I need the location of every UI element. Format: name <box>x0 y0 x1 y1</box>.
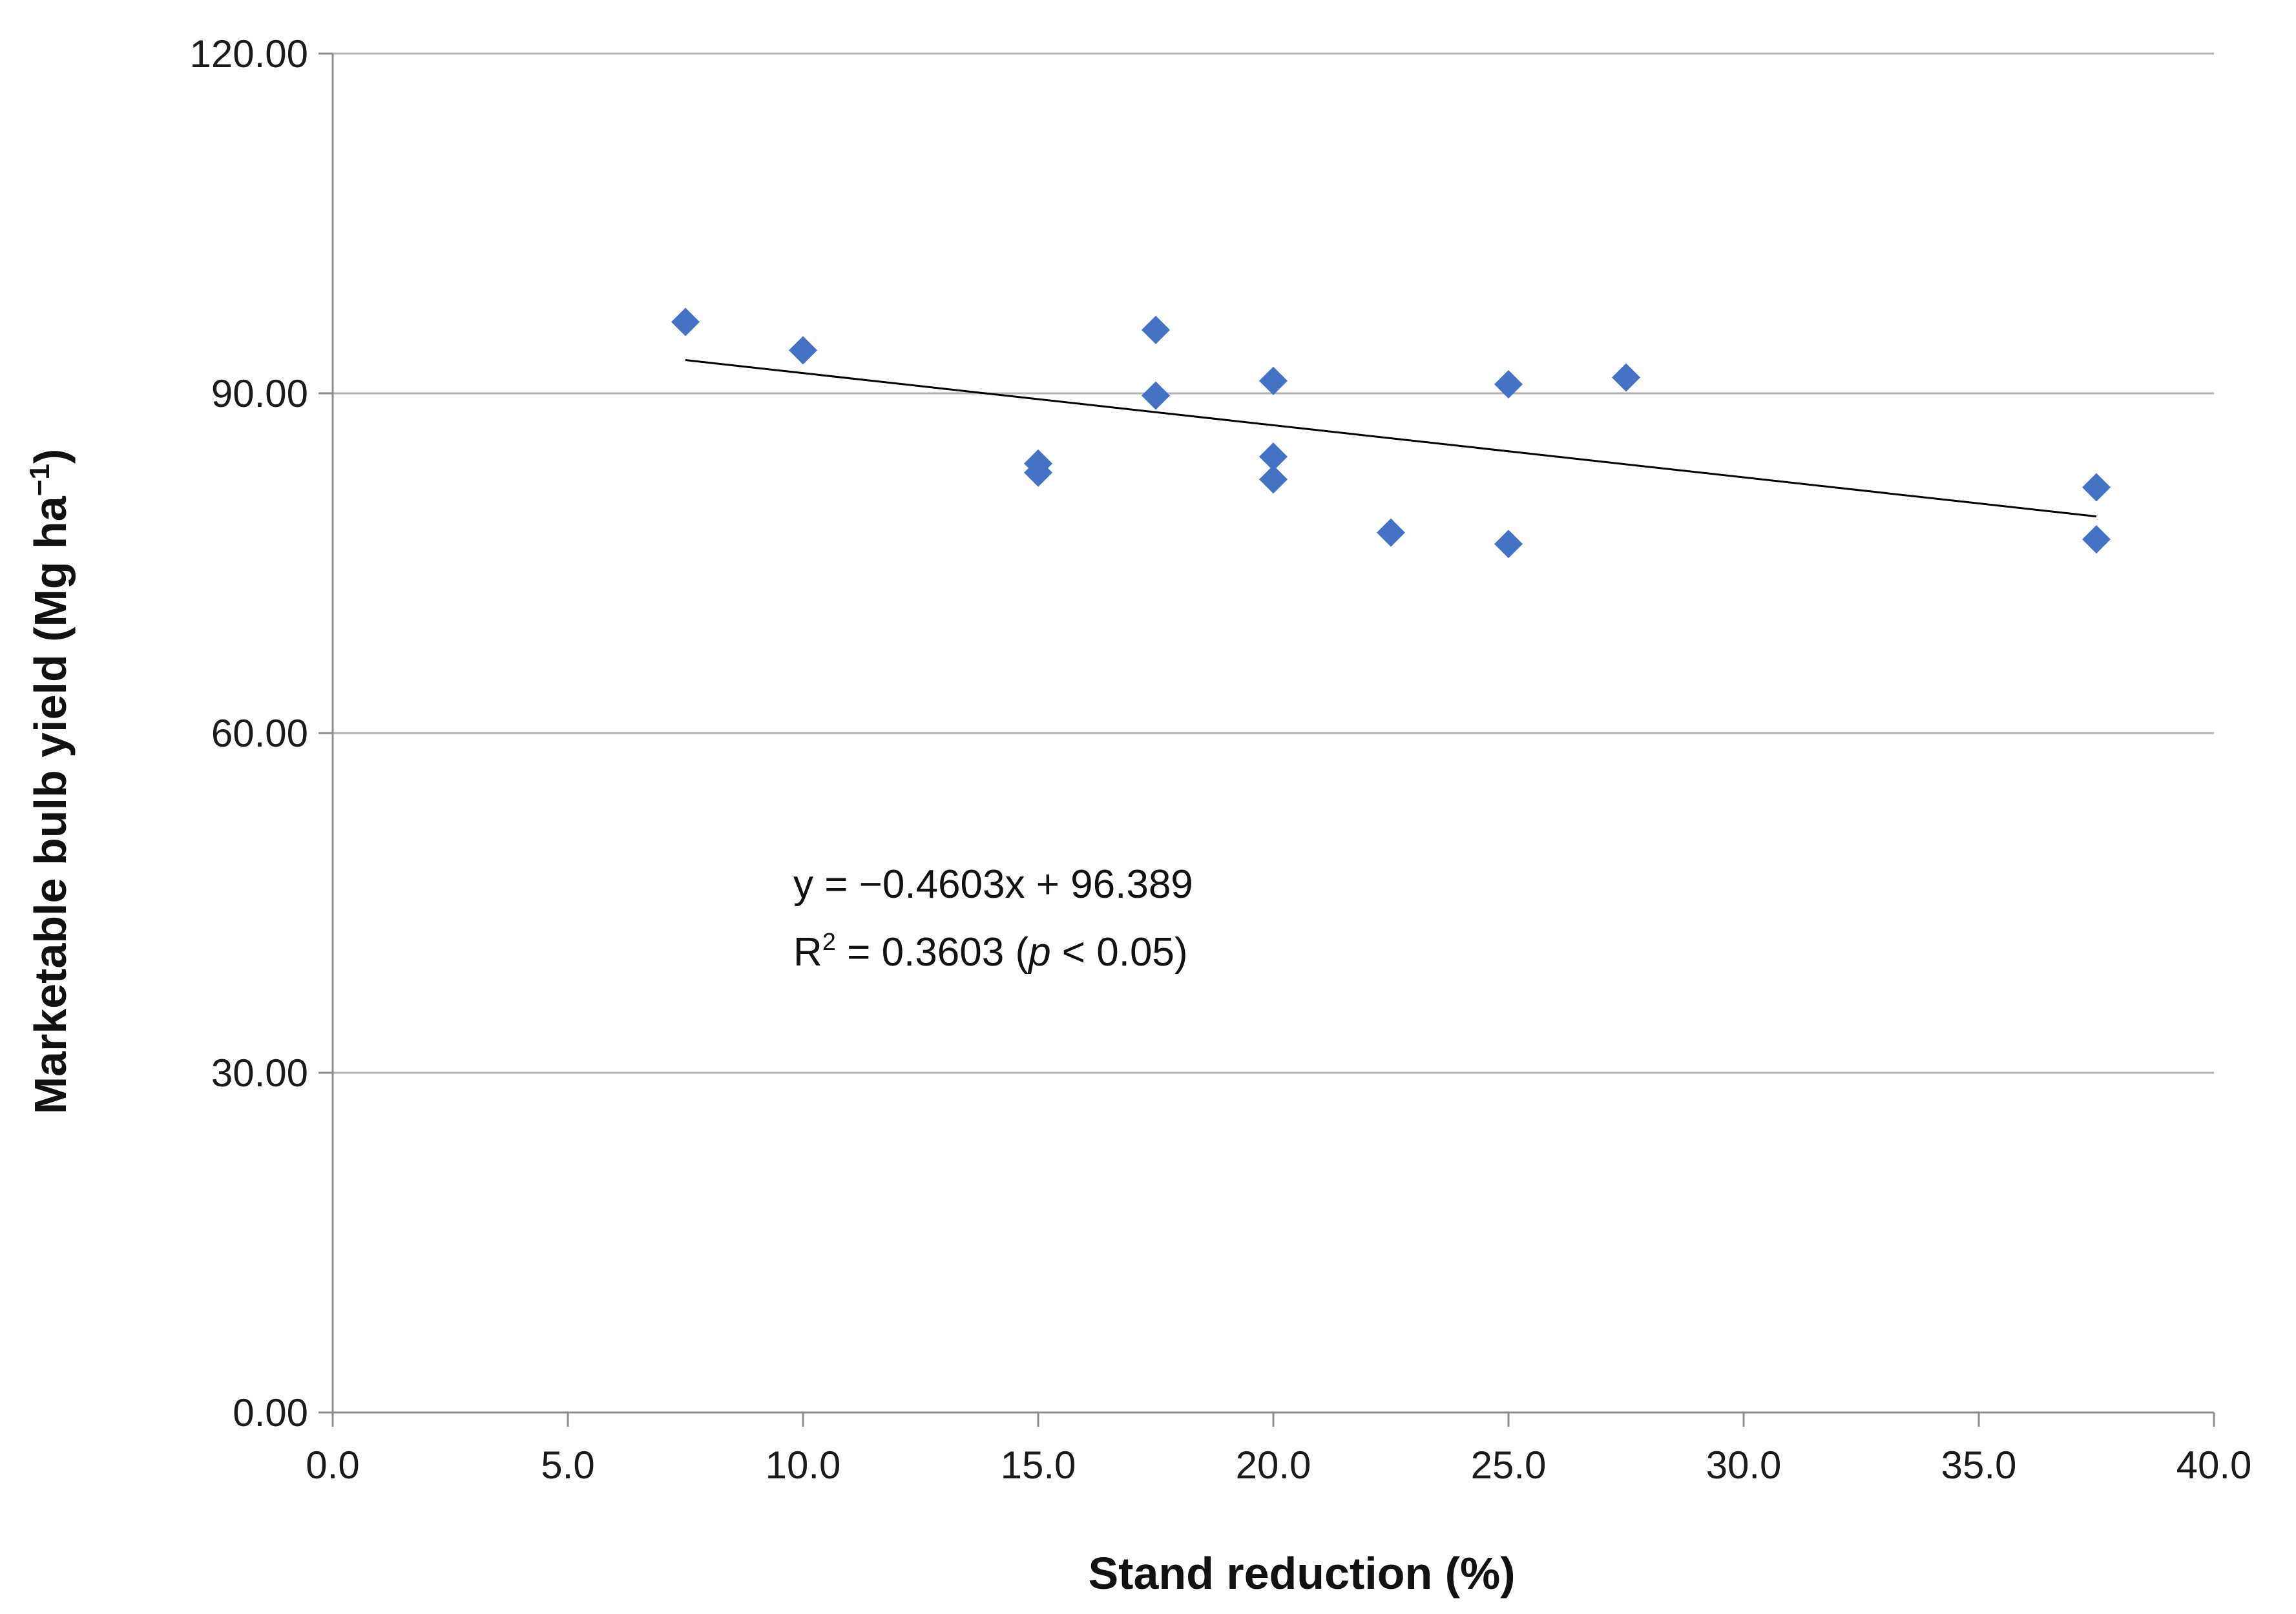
x-tick-label-5: 25.0 <box>1471 1443 1547 1487</box>
data-point-10 <box>1494 369 1523 398</box>
r2-superscript: 2 <box>822 929 836 956</box>
trendline <box>685 359 2097 518</box>
x-tick-label-7: 35.0 <box>1941 1443 2017 1487</box>
y-axis-title-sup: −1 <box>24 464 56 496</box>
data-point-1 <box>789 336 817 365</box>
r-squared-text: R2 = 0.3603 (p < 0.05) <box>793 929 1188 975</box>
x-tick-label-2: 10.0 <box>766 1443 841 1487</box>
data-point-4 <box>1142 315 1170 344</box>
data-points <box>671 307 2111 559</box>
x-axis-title: Stand reduction (%) <box>1088 1548 1515 1598</box>
x-tick-label-3: 15.0 <box>1001 1443 1076 1487</box>
y-tick-label-1: 30.00 <box>211 1051 308 1095</box>
x-tick-label-0: 0.0 <box>306 1443 359 1487</box>
data-point-6 <box>1259 366 1288 395</box>
x-axis-ticks: 0.0 5.0 10.0 15.0 20.0 25.0 30.0 35.0 40.0 <box>306 1412 2251 1487</box>
y-tick-label-2: 60.00 <box>211 712 308 755</box>
y-axis-ticks: 0.00 30.00 60.00 90.00 120.00 <box>189 32 333 1434</box>
data-point-11 <box>1494 530 1523 559</box>
y-axis-title-main: Marketable bulb yield (Mg ha <box>25 495 76 1114</box>
y-tick-label-3: 90.00 <box>211 372 308 415</box>
r2-value: = 0.3603 ( <box>836 930 1029 975</box>
p-symbol: p <box>1027 930 1050 975</box>
data-point-9 <box>1377 518 1405 547</box>
y-tick-label-0: 0.00 <box>233 1391 308 1434</box>
data-point-7 <box>1259 442 1288 471</box>
data-point-3 <box>1024 458 1052 487</box>
data-point-14 <box>2082 525 2111 554</box>
y-tick-label-4: 120.00 <box>189 32 308 76</box>
gridlines <box>333 52 2214 1074</box>
p-rest: < 0.05) <box>1051 930 1188 975</box>
data-point-12 <box>1612 363 1640 392</box>
x-tick-label-4: 20.0 <box>1236 1443 1311 1487</box>
equation-text: y = −0.4603x + 96.389 <box>793 862 1193 907</box>
y-axis-title-close: ) <box>25 449 76 464</box>
y-axis-title: Marketable bulb yield (Mg ha−1) <box>24 449 76 1114</box>
data-point-5 <box>1142 381 1170 410</box>
x-tick-label-8: 40.0 <box>2176 1443 2252 1487</box>
x-tick-label-1: 5.0 <box>541 1443 594 1487</box>
x-tick-label-6: 30.0 <box>1706 1443 1782 1487</box>
data-point-13 <box>2082 473 2111 502</box>
data-point-8 <box>1259 465 1288 494</box>
data-point-0 <box>671 307 700 336</box>
r2-prefix: R <box>793 930 822 975</box>
